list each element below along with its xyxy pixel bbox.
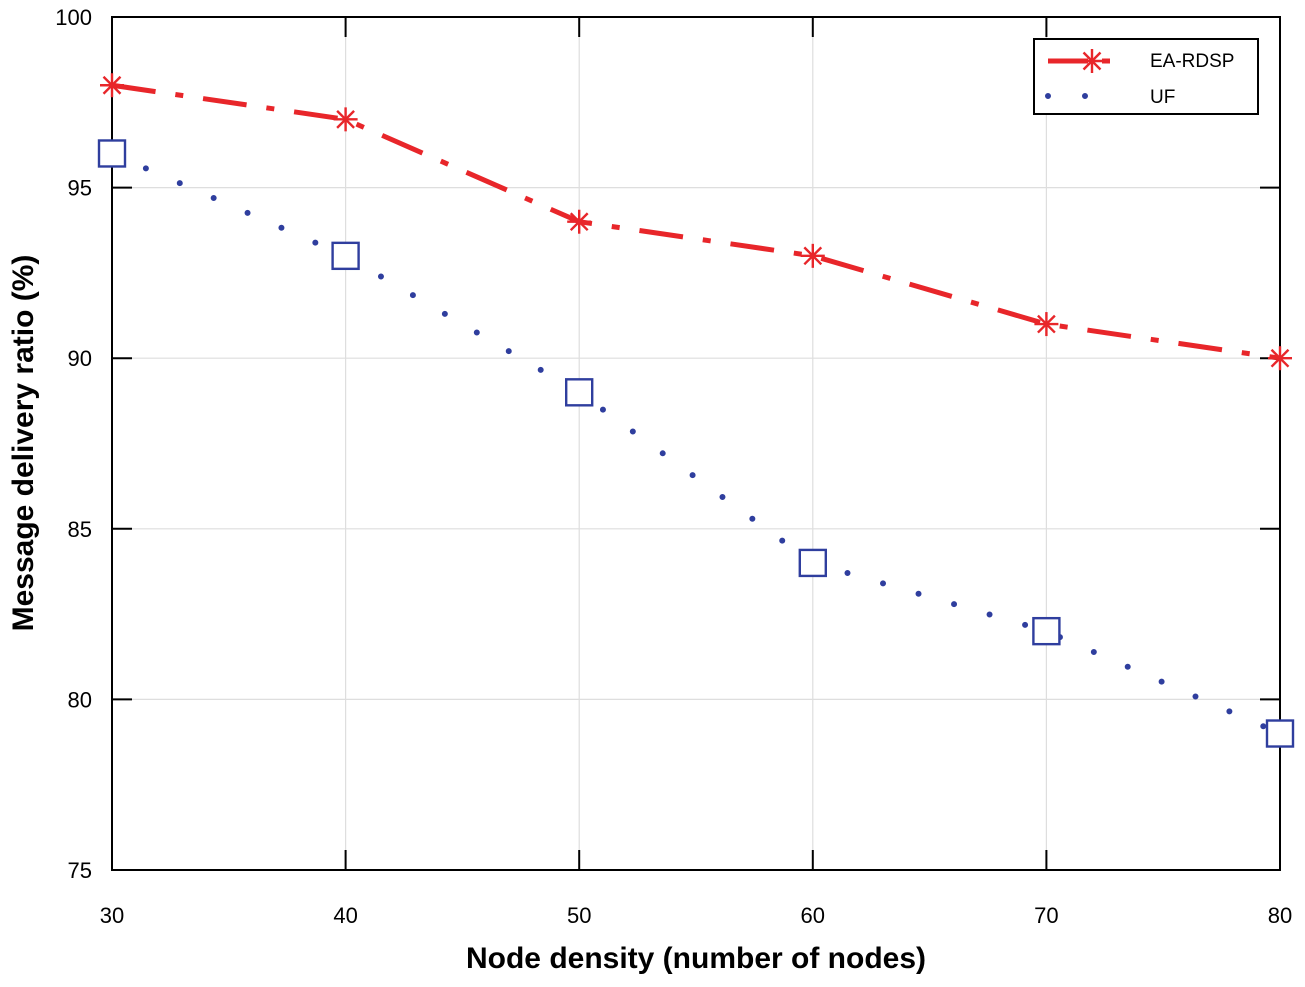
y-axis-title: Message delivery ratio (%) bbox=[7, 255, 40, 632]
series-markers bbox=[97, 73, 1295, 748]
data-point-ea-rdsp-40-stroke bbox=[336, 110, 355, 129]
data-point-ea-rdsp-30-stroke bbox=[102, 75, 122, 95]
y-tick-label-90: 90 bbox=[68, 346, 92, 371]
x-axis-title: Node density (number of nodes) bbox=[466, 942, 926, 975]
data-point-ea-rdsp-80-stroke bbox=[1270, 348, 1290, 368]
data-point-ea-rdsp-50 bbox=[567, 209, 592, 234]
y-tick-label-75: 75 bbox=[68, 858, 92, 883]
series-line-ea-rdsp bbox=[111, 82, 1281, 361]
axis-ticks bbox=[111, 16, 1281, 871]
legend-marker-ea-rdsp bbox=[1080, 49, 1104, 73]
y-tick-label-85: 85 bbox=[68, 517, 92, 542]
x-tick-label-60: 60 bbox=[801, 903, 825, 928]
data-point-uf-30 bbox=[97, 139, 127, 168]
series-line-uf bbox=[109, 150, 1283, 737]
data-point-ea-rdsp-30 bbox=[100, 73, 124, 98]
data-point-ea-rdsp-60 bbox=[800, 243, 825, 268]
y-tick-label-80: 80 bbox=[68, 687, 92, 712]
legend-sample-ea-rdsp bbox=[1048, 49, 1112, 73]
data-point-ea-rdsp-40 bbox=[333, 107, 358, 132]
data-point-uf-80 bbox=[1265, 719, 1295, 748]
y-tick-label-95: 95 bbox=[68, 176, 92, 201]
data-point-uf-70 bbox=[1032, 616, 1061, 646]
x-tick-label-30: 30 bbox=[100, 903, 124, 928]
x-tick-label-50: 50 bbox=[567, 903, 591, 928]
data-point-uf-50 bbox=[565, 378, 594, 407]
plot-frame bbox=[111, 16, 1281, 871]
data-point-uf-40 bbox=[331, 241, 360, 271]
data-point-ea-rdsp-70 bbox=[1034, 312, 1059, 337]
legend-marker-ea-rdsp-stroke bbox=[1082, 51, 1102, 71]
data-point-ea-rdsp-80 bbox=[1268, 346, 1292, 371]
data-point-ea-rdsp-50-stroke bbox=[569, 212, 589, 232]
tick-labels: 30 40 50 60 70 80 75 80 85 90 95 100 bbox=[55, 5, 1292, 928]
x-tick-label-40: 40 bbox=[333, 903, 357, 928]
legend-label-ea-rdsp: EA-RDSP bbox=[1150, 51, 1234, 72]
y-tick-label-100: 100 bbox=[55, 5, 92, 30]
legend: EA-RDSP UF bbox=[1033, 38, 1259, 115]
data-point-ea-rdsp-70-stroke bbox=[1037, 314, 1056, 334]
x-tick-label-70: 70 bbox=[1034, 903, 1058, 928]
legend-box bbox=[1033, 38, 1259, 115]
data-point-uf-60 bbox=[798, 548, 827, 578]
data-point-ea-rdsp-60-stroke bbox=[803, 246, 823, 266]
plot-border bbox=[111, 16, 1281, 871]
legend-label-uf: UF bbox=[1150, 87, 1175, 108]
grid bbox=[112, 17, 1280, 870]
x-tick-label-80: 80 bbox=[1268, 903, 1292, 928]
series-lines bbox=[109, 82, 1283, 737]
